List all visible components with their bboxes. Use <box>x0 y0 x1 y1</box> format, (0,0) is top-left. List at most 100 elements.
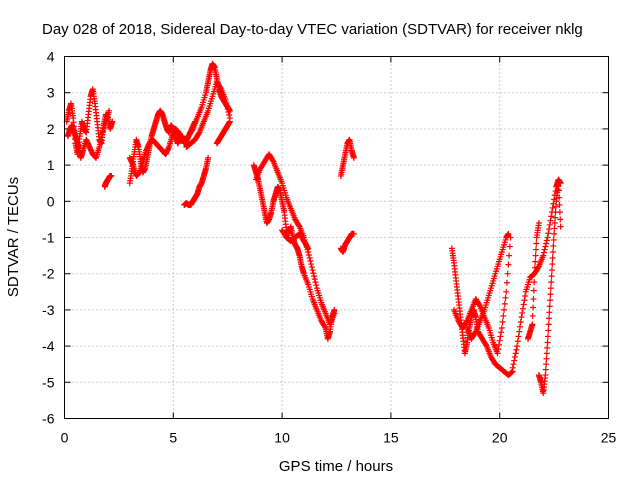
data-point <box>542 366 549 373</box>
data-point <box>556 194 563 201</box>
data-point <box>463 318 470 325</box>
data-point <box>530 296 537 303</box>
data-point <box>544 333 551 340</box>
x-axis-title: GPS time / hours <box>279 458 393 475</box>
data-point <box>109 118 116 125</box>
data-point <box>106 107 113 114</box>
data-point <box>295 222 302 229</box>
data-point <box>543 361 550 368</box>
data-point <box>557 216 564 223</box>
data-point <box>551 225 558 232</box>
data-point <box>321 323 328 330</box>
y-tick-label: -3 <box>42 302 55 318</box>
data-point <box>548 279 555 286</box>
x-tick-label: 15 <box>383 430 399 446</box>
data-point <box>518 314 525 321</box>
data-point <box>544 344 551 351</box>
data-point <box>514 343 521 350</box>
data-point <box>546 221 553 228</box>
plot-frame <box>64 56 609 419</box>
data-point <box>226 112 233 119</box>
data-point <box>224 105 231 112</box>
data-point <box>529 321 536 328</box>
data-point <box>530 287 537 294</box>
data-point <box>532 258 539 265</box>
y-axis-title: SDTVAR / TECUs <box>5 177 22 297</box>
data-point <box>223 99 230 106</box>
data-point <box>543 355 550 362</box>
data-point <box>522 293 529 300</box>
data-point <box>546 226 553 233</box>
data-point <box>497 333 504 340</box>
data-point <box>514 338 521 345</box>
data-point <box>506 252 513 259</box>
y-tick-label: -6 <box>42 411 55 427</box>
data-point <box>547 291 554 298</box>
y-tick-label: -1 <box>42 230 55 246</box>
data-point <box>476 302 483 309</box>
y-tick-label: 4 <box>47 49 55 65</box>
data-point <box>549 204 556 211</box>
x-tick-label: 20 <box>492 430 508 446</box>
tick-layer: 0 5 10 15 20 25 -6 -5 -4 -3 -2 -1 0 1 2 3 4 <box>42 49 616 446</box>
data-point <box>555 187 562 194</box>
data-point <box>304 244 311 251</box>
x-tick-label: 0 <box>61 430 69 446</box>
data-point <box>472 329 479 336</box>
data-point <box>550 248 557 255</box>
data-point <box>499 318 506 325</box>
data-point <box>311 276 318 283</box>
y-tick-label: -5 <box>42 374 55 390</box>
data-point <box>269 157 276 164</box>
data-point <box>511 353 518 360</box>
data-point <box>521 297 528 304</box>
data-point <box>542 372 549 379</box>
data-point <box>556 209 563 216</box>
data-point <box>305 251 312 258</box>
data-point <box>189 127 196 134</box>
data-point <box>495 341 502 348</box>
data-point <box>306 255 313 262</box>
data-point <box>308 264 315 271</box>
data-point <box>517 323 524 330</box>
data-point <box>520 301 527 308</box>
chart-title: Day 028 of 2018, Sidereal Day-to-day VTE… <box>42 21 583 38</box>
data-point <box>108 172 115 179</box>
data-point <box>350 230 357 237</box>
data-point <box>223 102 230 109</box>
data-point <box>501 306 508 313</box>
data-point <box>504 270 511 277</box>
data-point <box>555 180 562 187</box>
y-tick-label: -4 <box>42 338 55 354</box>
data-point <box>557 223 564 230</box>
data-point <box>544 339 551 346</box>
data-point <box>545 321 552 328</box>
data-point <box>546 309 553 316</box>
data-point <box>308 261 315 268</box>
data-point <box>509 364 516 371</box>
data-marks <box>63 60 564 397</box>
data-point <box>535 220 542 227</box>
data-point <box>498 329 505 336</box>
data-point <box>482 341 489 348</box>
data-point <box>195 130 202 137</box>
data-point <box>530 304 537 311</box>
x-tick-label: 5 <box>169 430 177 446</box>
data-point <box>226 118 233 125</box>
data-point <box>512 350 519 357</box>
y-tick-label: -2 <box>42 266 55 282</box>
data-point <box>312 279 319 286</box>
data-point <box>513 346 520 353</box>
data-point <box>547 285 554 292</box>
data-point <box>519 305 526 312</box>
data-point <box>503 279 510 286</box>
data-point <box>509 369 516 376</box>
data-point <box>545 327 552 334</box>
data-point <box>552 203 559 210</box>
data-point <box>556 201 563 208</box>
data-point <box>551 220 558 227</box>
grid-layer <box>64 56 609 419</box>
data-point <box>516 328 523 335</box>
data-point <box>531 264 538 271</box>
y-tick-label: 0 <box>47 193 55 209</box>
